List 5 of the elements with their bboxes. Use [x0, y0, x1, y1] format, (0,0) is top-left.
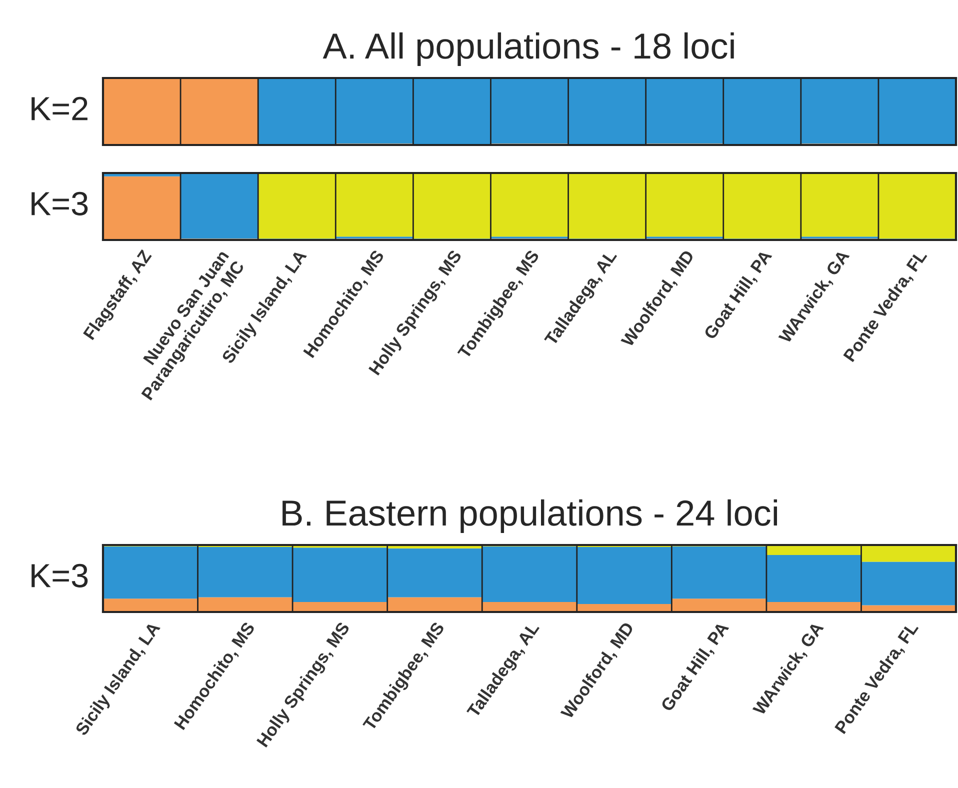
chart-title: B. Eastern populations - 24 loci — [282, 499, 777, 534]
y-axis-title: K=3 — [32, 564, 88, 588]
y-axis-title: K=2 — [32, 96, 88, 120]
y-axis-title: K=3 — [32, 192, 88, 216]
chart-title: A. All populations - 18 loci — [322, 32, 734, 66]
